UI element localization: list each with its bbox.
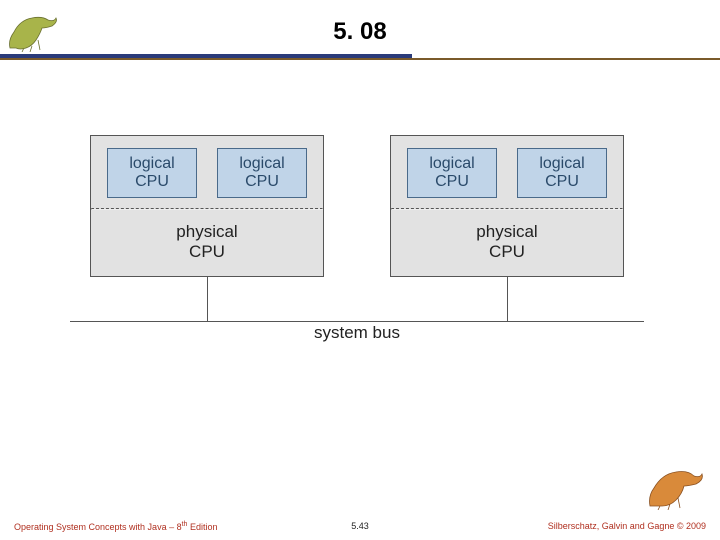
logical-cpu-box: logical CPU [107,148,197,198]
physical-cpu-label: physical CPU [391,210,623,261]
physical-cpu-label: physical CPU [91,210,323,261]
bus-connector [507,277,508,321]
logical-cpu-label: logical CPU [429,155,474,192]
logical-cpu-box: logical CPU [517,148,607,198]
logical-cpu-box: logical CPU [407,148,497,198]
footer-book-title-post: Edition [187,522,217,532]
logical-cpu-box: logical CPU [217,148,307,198]
slide-title: 5. 08 [0,0,720,46]
logical-cpu-label: logical CPU [539,155,584,192]
footer-copyright: Silberschatz, Galvin and Gagne © 2009 [548,521,706,532]
slide-header: 5. 08 [0,0,720,60]
logical-cpu-label: logical CPU [239,155,284,192]
footer-book-title-pre: Operating System Concepts with Java – 8 [14,522,182,532]
logical-cpu-row: logical CPU logical CPU [391,136,623,208]
physical-cpu-block: logical CPU logical CPU physical CPU [390,135,624,277]
system-bus-label: system bus [90,323,624,343]
logical-cpu-row: logical CPU logical CPU [91,136,323,208]
header-rule [0,54,720,58]
system-bus-line [70,321,644,322]
dinosaur-icon [6,10,62,52]
cpu-diagram: logical CPU logical CPU physical CPU log… [90,135,630,345]
logical-cpu-label: logical CPU [129,155,174,192]
physical-cpu-block: logical CPU logical CPU physical CPU [90,135,324,277]
footer-page-number: 5.43 [351,521,369,531]
slide-footer: Operating System Concepts with Java – 8t… [0,521,720,532]
rule-brown [0,58,720,60]
dinosaur-icon [644,466,706,510]
footer-left: Operating System Concepts with Java – 8t… [14,521,217,532]
bus-connector [207,277,208,321]
